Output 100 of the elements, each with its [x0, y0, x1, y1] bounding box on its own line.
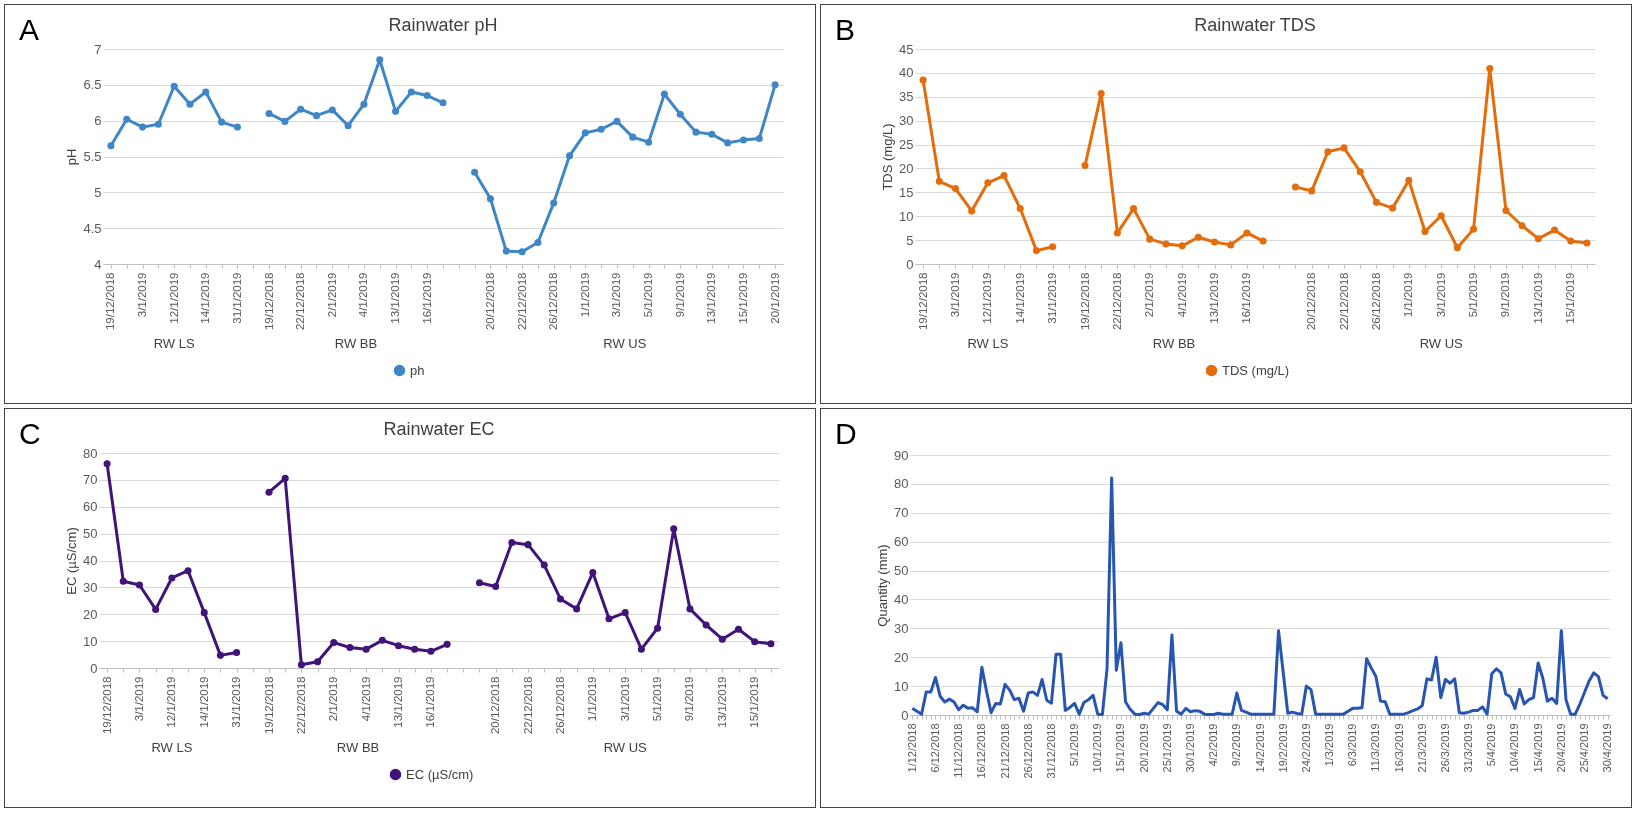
point [135, 581, 144, 589]
y-tick-label: 10 [899, 208, 914, 224]
point [1081, 162, 1089, 170]
point [330, 638, 338, 646]
point [475, 579, 484, 587]
text: RW LS [967, 336, 1009, 351]
y-tick-label: 60 [83, 499, 98, 515]
x-tick-label: 13/1/2019 [715, 676, 728, 728]
y-tick-label: 40 [894, 591, 909, 607]
point [346, 644, 354, 652]
x-tick-label: 16/1/2019 [420, 272, 433, 324]
point [718, 635, 726, 643]
x-tick-label: 13/1/2019 [705, 272, 718, 324]
point [1340, 144, 1348, 152]
text: B [835, 13, 856, 47]
y-tick-label: 5 [906, 232, 914, 248]
point [708, 130, 716, 138]
x-tick-label: 26/12/2018 [547, 272, 560, 331]
x-tick-label: 20/12/2018 [489, 676, 502, 735]
x-tick-label: 12/1/2019 [165, 676, 178, 728]
point [486, 195, 494, 203]
x-tick-label: 22/12/2018 [521, 676, 534, 735]
text: RW US [603, 336, 647, 351]
x-tick-label: 31/12/2018 [1044, 723, 1057, 779]
y-tick-label: 90 [894, 447, 909, 463]
x-tick-label: 9/1/2019 [673, 272, 686, 318]
x-tick-label: 6/12/2018 [929, 723, 941, 773]
y-tick-label: 4.5 [83, 220, 102, 236]
point [702, 621, 710, 629]
x-tick-label: 22/12/2018 [1337, 272, 1350, 331]
point [119, 577, 127, 585]
point [471, 168, 479, 176]
x-tick-label: 16/12/2018 [975, 723, 988, 779]
point [439, 99, 447, 107]
x-tick-label: 4/2/2019 [1207, 723, 1220, 767]
point [767, 640, 775, 648]
point [103, 460, 111, 468]
text: A [19, 13, 40, 47]
point [170, 82, 178, 90]
y-tick-label: 80 [83, 445, 98, 461]
point [407, 88, 415, 96]
point [492, 583, 500, 591]
y-tick-label: 40 [899, 65, 914, 81]
y-tick-label: 5 [94, 184, 102, 200]
x-tick-label: 2/1/2019 [325, 272, 338, 318]
point [1259, 237, 1267, 245]
point [411, 645, 419, 653]
point [589, 569, 597, 577]
point [968, 207, 976, 215]
point [1308, 187, 1316, 195]
x-tick-label: 20/12/2018 [483, 272, 496, 331]
point [1567, 237, 1575, 245]
x-tick-label: 3/1/2019 [618, 676, 631, 722]
x-tick-label: 26/3/2019 [1438, 723, 1451, 773]
point [1000, 172, 1008, 180]
legend-label: TDS (mg/L) [1222, 362, 1290, 378]
point [1470, 225, 1478, 233]
point [1534, 235, 1542, 243]
x-tick-label: 5/1/2019 [1068, 723, 1081, 767]
point [919, 76, 927, 84]
x-tick-label: 13/1/2019 [1531, 272, 1544, 324]
x-tick-label: 12/1/2019 [981, 272, 994, 324]
point [392, 107, 400, 115]
x-tick-label: 15/1/2019 [1114, 723, 1127, 773]
x-tick-label: 1/12/2018 [905, 723, 918, 773]
chart-title: Rainwater pH [388, 15, 498, 35]
x-tick-label: 20/1/2019 [768, 272, 781, 324]
point [423, 92, 431, 100]
x-tick-label: 19/2/2019 [1276, 723, 1289, 773]
y-tick-label: 50 [894, 563, 909, 579]
point [581, 129, 589, 137]
x-tick-label: 30/1/2019 [1183, 723, 1196, 773]
y-tick-label: 60 [894, 534, 909, 550]
y-tick-label: 30 [83, 579, 98, 595]
point [312, 112, 321, 120]
point [1583, 239, 1591, 247]
x-tick-label: 15/4/2019 [1531, 723, 1544, 773]
point [202, 88, 210, 96]
point [534, 238, 542, 247]
text: RW BB [336, 740, 380, 755]
x-tick-label: 3/1/2019 [948, 272, 961, 318]
x-tick-label: 22/12/2018 [515, 272, 528, 331]
point [984, 179, 992, 187]
x-tick-label: 2/1/2019 [327, 676, 340, 722]
y-tick-label: 20 [894, 649, 909, 665]
x-tick-label: 9/1/2019 [1499, 272, 1512, 318]
text: RW LS [151, 740, 193, 755]
y-tick-label: 15 [899, 184, 914, 200]
point [734, 625, 743, 633]
y-tick-label: 0 [901, 707, 909, 723]
x-tick-label: 19/12/2018 [1078, 272, 1091, 331]
x-tick-label: 19/12/2018 [262, 676, 275, 735]
point [123, 115, 131, 123]
point [1146, 235, 1154, 243]
y-tick-label: 70 [83, 472, 98, 488]
y-tick-label: 70 [894, 505, 909, 521]
point [654, 624, 662, 632]
point [951, 184, 960, 193]
x-tick-label: 15/1/2019 [736, 272, 749, 324]
x-tick-label: 26/12/2018 [1369, 272, 1382, 331]
